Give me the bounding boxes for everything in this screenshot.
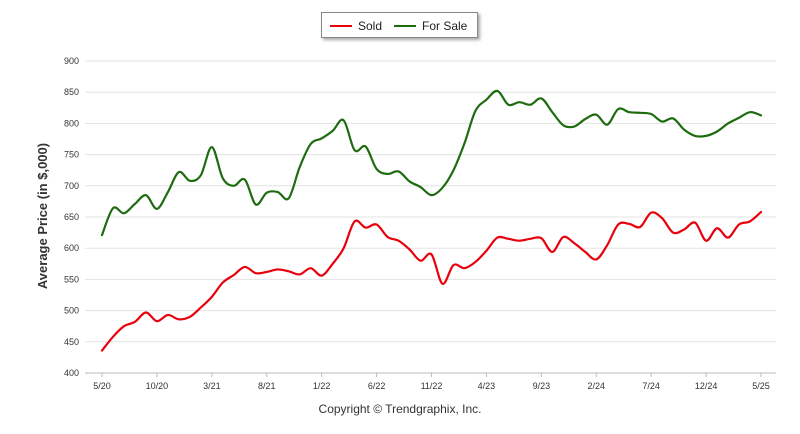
copyright-text: Copyright © Trendgraphix, Inc. — [318, 402, 482, 416]
x-tick-label: 11/22 — [421, 381, 443, 391]
y-tick-label: 700 — [64, 181, 79, 191]
x-tick-label: 6/22 — [368, 381, 386, 391]
series-line-sold — [100, 210, 763, 352]
x-tick-label: 1/22 — [313, 381, 331, 391]
series-line-for-sale — [100, 89, 763, 237]
x-tick-label: 5/20 — [93, 381, 111, 391]
legend-item-for-sale[interactable]: For Sale — [394, 19, 467, 33]
legend-label-for-sale: For Sale — [422, 19, 468, 33]
x-tick-label: 9/23 — [533, 381, 551, 391]
legend-swatch-for-sale — [394, 25, 416, 27]
y-tick-label: 900 — [64, 56, 79, 66]
y-tick-label: 550 — [64, 274, 79, 284]
y-tick-label: 600 — [64, 243, 79, 253]
x-tick-label: 10/20 — [146, 381, 169, 391]
x-tick-label: 8/21 — [258, 381, 276, 391]
series-lines — [100, 89, 763, 352]
y-tick-label: 650 — [64, 212, 79, 222]
y-tick-label: 800 — [64, 118, 79, 128]
y-tick-label: 750 — [64, 150, 79, 160]
y-tick-label: 850 — [64, 87, 79, 97]
x-tick-label: 5/25 — [752, 381, 770, 391]
x-tick-label: 2/24 — [587, 381, 605, 391]
y-axis-title: Average Price (in $,000) — [35, 143, 50, 289]
axes: 400 450 500 550 600 650 700 750 800 850 900 5/20 10/… — [64, 56, 776, 391]
y-tick-label: 450 — [64, 337, 79, 347]
y-tick-label: 400 — [64, 368, 79, 378]
x-tick-label: 12/24 — [695, 381, 718, 391]
legend-swatch-sold — [330, 25, 352, 27]
legend: Sold For Sale — [321, 12, 478, 38]
x-tick-label: 3/21 — [203, 381, 221, 391]
legend-item-sold[interactable]: Sold — [330, 19, 382, 33]
legend-label-sold: Sold — [358, 19, 383, 33]
x-tick-label: 7/24 — [642, 381, 660, 391]
y-tick-label: 500 — [64, 306, 79, 316]
x-tick-label: 4/23 — [478, 381, 496, 391]
gridlines — [85, 60, 776, 374]
